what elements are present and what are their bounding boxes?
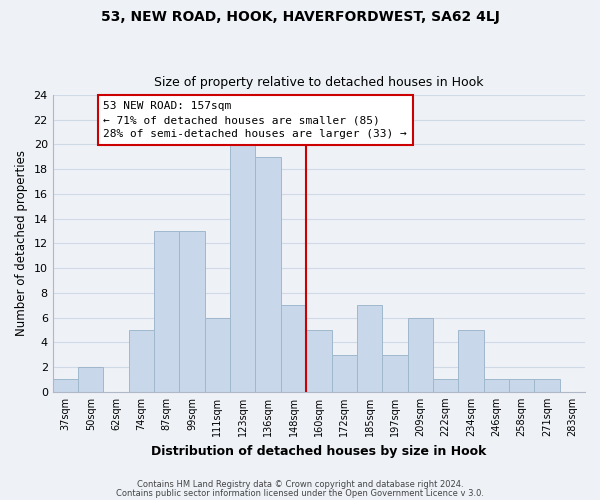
X-axis label: Distribution of detached houses by size in Hook: Distribution of detached houses by size … xyxy=(151,444,487,458)
Title: Size of property relative to detached houses in Hook: Size of property relative to detached ho… xyxy=(154,76,484,90)
Bar xyxy=(205,318,230,392)
Bar xyxy=(382,354,407,392)
Bar xyxy=(230,144,256,392)
Bar xyxy=(129,330,154,392)
Bar xyxy=(256,156,281,392)
Bar xyxy=(154,231,179,392)
Bar xyxy=(357,305,382,392)
Bar xyxy=(306,330,332,392)
Bar xyxy=(53,380,78,392)
Bar xyxy=(509,380,535,392)
Text: Contains public sector information licensed under the Open Government Licence v : Contains public sector information licen… xyxy=(116,488,484,498)
Y-axis label: Number of detached properties: Number of detached properties xyxy=(15,150,28,336)
Bar xyxy=(78,367,103,392)
Bar xyxy=(281,305,306,392)
Bar xyxy=(407,318,433,392)
Bar xyxy=(484,380,509,392)
Bar xyxy=(332,354,357,392)
Bar xyxy=(535,380,560,392)
Bar xyxy=(458,330,484,392)
Text: Contains HM Land Registry data © Crown copyright and database right 2024.: Contains HM Land Registry data © Crown c… xyxy=(137,480,463,489)
Bar xyxy=(433,380,458,392)
Text: 53 NEW ROAD: 157sqm
← 71% of detached houses are smaller (85)
28% of semi-detach: 53 NEW ROAD: 157sqm ← 71% of detached ho… xyxy=(103,101,407,139)
Text: 53, NEW ROAD, HOOK, HAVERFORDWEST, SA62 4LJ: 53, NEW ROAD, HOOK, HAVERFORDWEST, SA62 … xyxy=(101,10,499,24)
Bar xyxy=(179,231,205,392)
